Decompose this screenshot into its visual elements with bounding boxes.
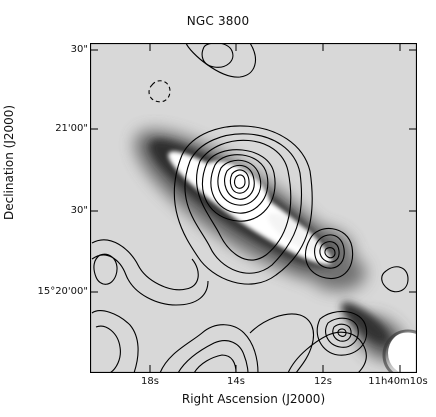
- bright-companion: [382, 329, 417, 373]
- plot-frame: [90, 43, 417, 373]
- x-axis-label: Right Ascension (J2000): [181, 392, 326, 406]
- x-tick-label: 18s: [141, 376, 159, 387]
- y-tick-label: 15°20'00": [37, 286, 88, 297]
- x-tick-label: 11h40m10s: [368, 376, 428, 387]
- contour-lines: [91, 43, 409, 373]
- y-tick-marks: [90, 49, 417, 293]
- x-tick-label: 14s: [227, 376, 245, 387]
- y-tick-label: 30": [70, 44, 88, 55]
- x-tick-label: 12s: [314, 376, 332, 387]
- galaxy-image-svg: [90, 43, 417, 373]
- x-tick-marks: [149, 43, 401, 373]
- galaxy-image-panel: [90, 43, 417, 373]
- figure-title: NGC 3800: [186, 14, 250, 28]
- dashed-contour: [148, 80, 171, 103]
- y-tick-label: 30": [70, 205, 88, 216]
- y-tick-label: 21'00": [55, 123, 88, 134]
